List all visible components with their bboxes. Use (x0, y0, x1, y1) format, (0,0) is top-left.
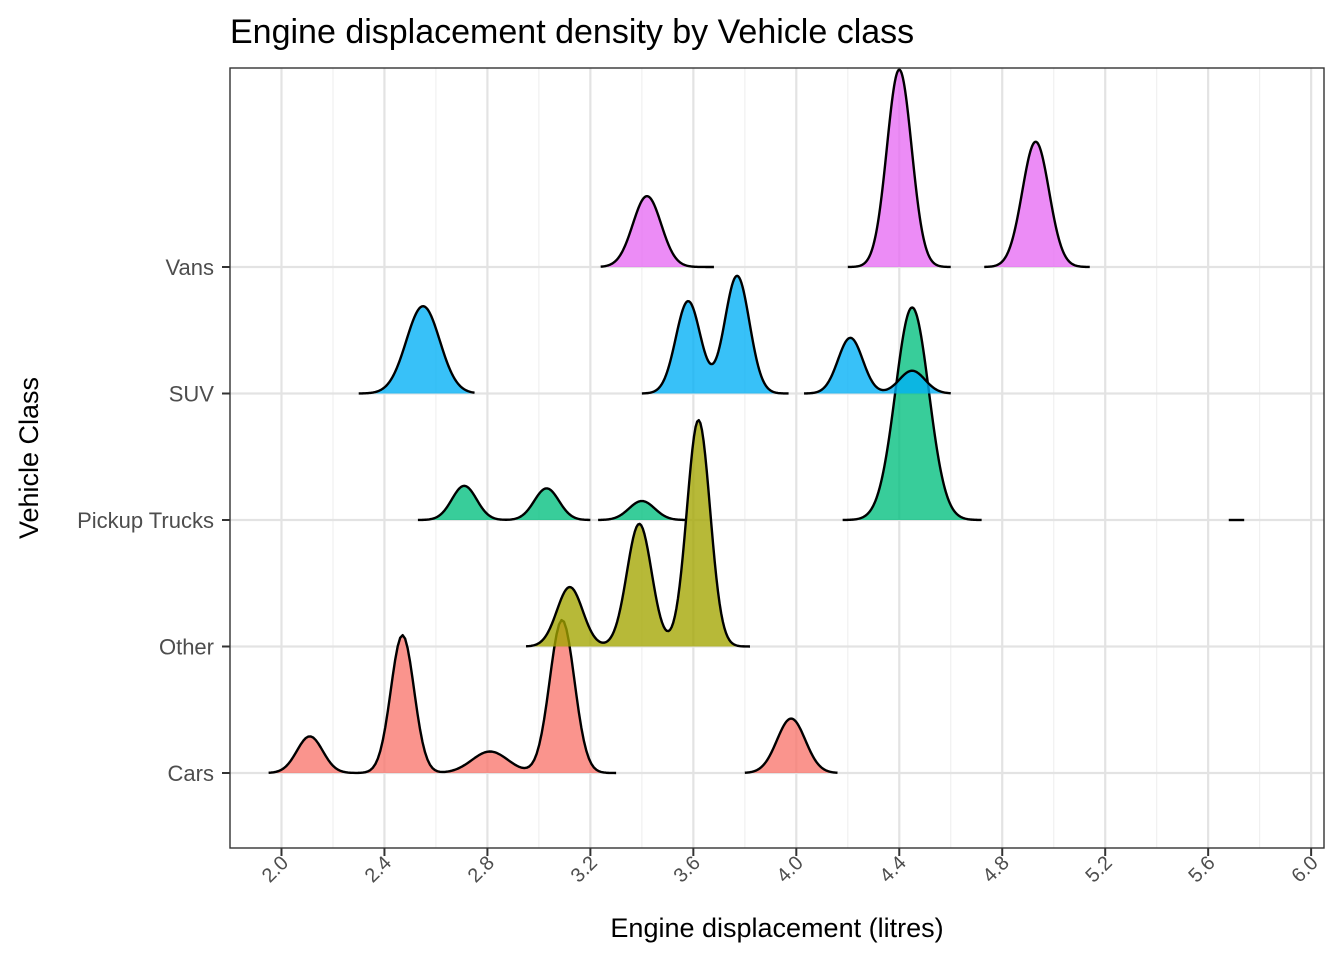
density-area (641, 275, 789, 394)
x-tick-label: 5.2 (1082, 852, 1117, 887)
ridge-pickup-trucks (417, 306, 1246, 522)
x-tick-label: 6.0 (1287, 852, 1322, 887)
density-area (526, 420, 750, 647)
x-tick-label: 3.6 (670, 852, 705, 887)
y-tick-label: Other (159, 635, 214, 660)
density-area (358, 306, 475, 394)
y-tick-label: SUV (169, 382, 215, 407)
density-line (417, 484, 591, 522)
ridge-vans (600, 68, 1091, 269)
density-area (417, 485, 591, 520)
x-tick-label: 4.4 (876, 852, 911, 887)
density-line (983, 140, 1091, 269)
ridge-other (525, 418, 750, 648)
x-tick-label: 2.0 (258, 852, 293, 887)
x-tick-label: 2.4 (361, 852, 396, 887)
x-tick-label: 2.8 (464, 852, 499, 887)
density-area (598, 501, 686, 520)
x-tick-label: 4.8 (979, 852, 1014, 887)
plot-border (229, 67, 1325, 849)
density-area (842, 307, 982, 520)
density-ridges (268, 68, 1246, 775)
density-area (984, 141, 1090, 267)
density-line (525, 418, 750, 648)
x-tick-label: 4.0 (773, 852, 808, 887)
density-line (600, 194, 715, 269)
density-line (842, 306, 982, 522)
x-axis: 2.0 2.4 2.8 3.2 3.6 4.0 4.4 4.8 5.2 5.6 6.0 (258, 848, 1323, 887)
x-tick-label: 5.6 (1184, 852, 1219, 887)
density-area (804, 337, 951, 394)
density-line (744, 717, 839, 774)
y-axis-title: Vehicle Class (14, 377, 44, 539)
density-line (847, 68, 952, 269)
density-area (268, 620, 617, 773)
major-gridlines (230, 68, 1324, 848)
ridge-suv (358, 274, 951, 395)
density-area (847, 69, 951, 267)
density-line (597, 499, 687, 522)
x-tick-label: 3.2 (567, 852, 602, 887)
y-tick-label: Pickup Trucks (77, 508, 214, 533)
density-line (641, 274, 789, 395)
density-line (803, 336, 951, 395)
y-tick-label: Cars (168, 761, 214, 786)
chart-title: Engine displacement density by Vehicle c… (230, 13, 914, 51)
x-axis-title: Engine displacement (litres) (610, 913, 943, 943)
y-axis: Cars Other Pickup Trucks SUV Vans (77, 255, 230, 786)
y-tick-label: Vans (165, 255, 214, 280)
density-line (358, 305, 475, 395)
density-area (600, 196, 714, 267)
